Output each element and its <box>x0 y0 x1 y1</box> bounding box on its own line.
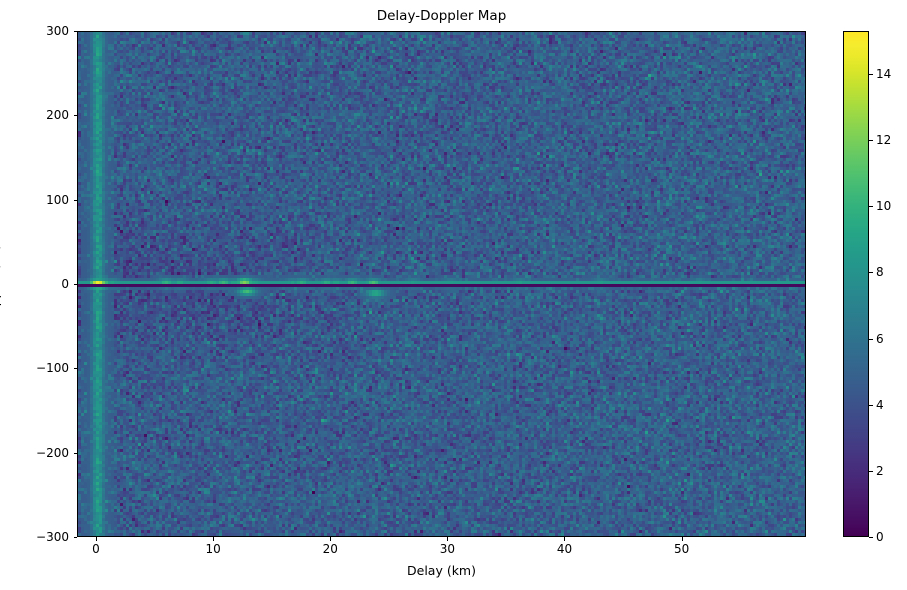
x-tick-label: 50 <box>673 542 690 556</box>
y-tick-label: 100 <box>46 192 69 207</box>
y-tick-label: −100 <box>36 361 69 376</box>
colorbar <box>843 31 869 537</box>
colorbar-tick-mark <box>869 206 873 208</box>
y-tick-mark <box>73 284 77 285</box>
y-tick-label: 300 <box>46 24 69 38</box>
colorbar-tick-mark <box>869 338 873 340</box>
x-tick-mark <box>564 537 566 541</box>
y-tick-mark <box>73 199 77 201</box>
colorbar-tick-mark <box>869 73 873 75</box>
x-tick-mark <box>681 537 683 541</box>
colorbar-tick-label: 2 <box>876 463 884 478</box>
colorbar-tick-label: 8 <box>876 265 884 280</box>
heatmap-axes <box>77 31 806 537</box>
colorbar-tick-label: 14 <box>876 66 892 81</box>
x-tick-label: 20 <box>322 542 338 556</box>
colorbar-tick-label: 4 <box>876 397 884 412</box>
colorbar-tick-mark <box>869 537 873 538</box>
y-tick-label: 0 <box>61 277 69 291</box>
y-tick-mark <box>73 31 77 32</box>
delay-doppler-heatmap <box>78 32 805 536</box>
y-tick-label: −200 <box>36 445 69 460</box>
y-tick-mark <box>73 537 77 538</box>
page-title: Delay-Doppler Map <box>376 8 507 24</box>
x-tick-mark <box>95 537 97 541</box>
y-tick-label: 200 <box>46 108 69 123</box>
y-tick-label: −300 <box>36 530 69 544</box>
colorbar-tick-label: 0 <box>876 530 884 544</box>
colorbar-tick-mark <box>869 272 873 274</box>
colorbar-tick-label: 12 <box>876 133 892 148</box>
x-tick-label: 10 <box>205 542 221 556</box>
x-tick-label: 40 <box>556 542 573 556</box>
y-axis-label: Doppler (Hz) <box>0 244 2 323</box>
colorbar-tick-mark <box>869 140 873 142</box>
x-tick-mark <box>330 537 332 541</box>
colorbar-tick-label: 10 <box>876 199 892 214</box>
colorbar-tick-mark <box>869 404 873 406</box>
x-tick-mark <box>213 537 215 541</box>
colorbar-tick-mark <box>869 470 873 472</box>
colorbar-gradient <box>844 32 868 536</box>
y-tick-mark <box>73 452 77 454</box>
x-tick-label: 0 <box>92 542 100 556</box>
colorbar-tick-label: 6 <box>876 331 884 346</box>
x-tick-label: 30 <box>439 542 455 556</box>
y-tick-mark <box>73 115 77 117</box>
x-axis-label: Delay (km) <box>407 563 476 578</box>
x-tick-mark <box>447 537 449 541</box>
y-tick-mark <box>73 368 77 370</box>
